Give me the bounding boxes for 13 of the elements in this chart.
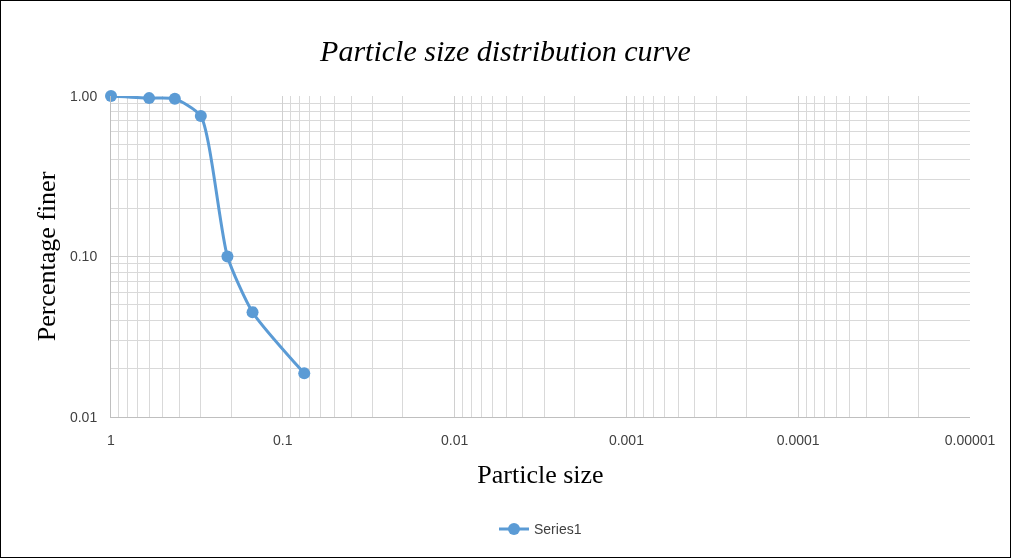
x-tick-label: 0.001 [608,431,645,448]
y-tick-label: 0.01 [69,408,98,425]
x-tick-label: 0.00001 [944,431,996,448]
x-tick-label: 1 [107,431,116,448]
legend-label: Series1 [534,521,582,538]
x-tick-label: 0.0001 [776,431,820,448]
chart-title: Particle size distribution curve [319,33,691,67]
y-tick-label: 0.10 [69,248,98,265]
y-axis-title: Percentage finer [32,171,62,342]
x-tick-label: 0.01 [440,431,469,448]
x-axis-title: Particle size [477,460,604,490]
y-tick-label: 1.00 [69,87,98,104]
x-tick-label: 0.1 [273,431,293,448]
